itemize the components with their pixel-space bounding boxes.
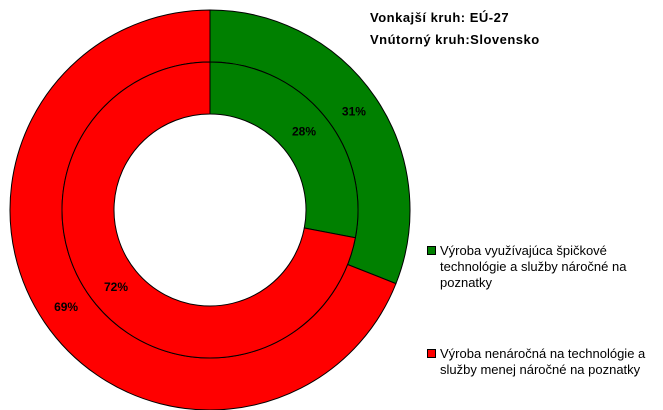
donut-segment <box>61 61 356 359</box>
legend-swatch <box>427 246 436 255</box>
data-label: 69% <box>54 300 78 314</box>
data-label: 28% <box>292 124 316 138</box>
legend-entry: Výroba nenáročná na technológie a služby… <box>427 346 660 378</box>
title-line: Vnútorný kruh:Slovensko <box>370 32 540 47</box>
legend-entry: Výroba využívajúca špičkové technológie … <box>427 243 660 291</box>
title-line: Vonkajší kruh: EÚ-27 <box>370 10 510 25</box>
legend-label: Výroba využívajúca špičkové technológie … <box>440 243 627 290</box>
data-label: 31% <box>342 104 366 118</box>
data-label: 72% <box>104 280 128 294</box>
legend-label: Výroba nenáročná na technológie a služby… <box>440 346 646 377</box>
legend-swatch <box>427 349 436 358</box>
donut-segment <box>209 61 359 239</box>
